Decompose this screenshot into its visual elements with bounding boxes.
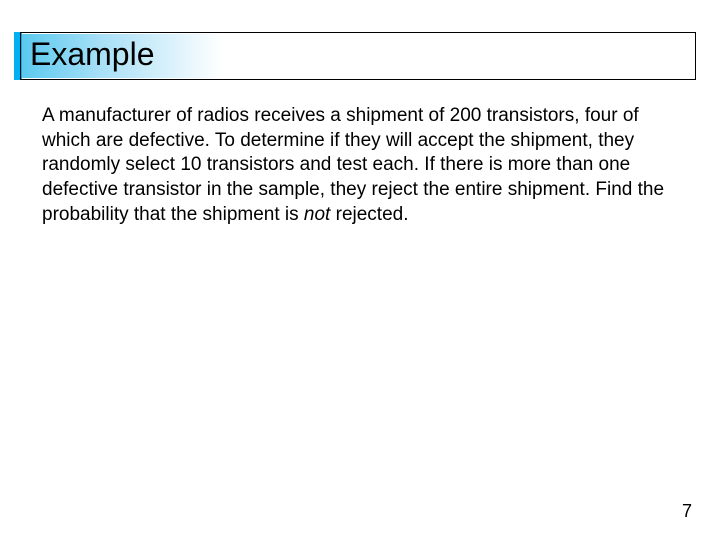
page-number: 7 bbox=[682, 501, 692, 522]
slide-title: Example bbox=[30, 36, 155, 73]
body-text-part2: rejected. bbox=[330, 204, 408, 225]
slide-body: A manufacturer of radios receives a ship… bbox=[42, 104, 678, 227]
body-text-italic: not bbox=[304, 204, 330, 225]
